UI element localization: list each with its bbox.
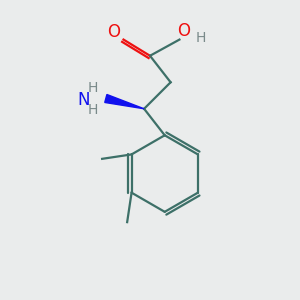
- Text: H: H: [87, 81, 98, 95]
- Text: O: O: [107, 23, 120, 41]
- Text: H: H: [196, 31, 206, 44]
- Text: H: H: [87, 103, 98, 117]
- Text: N: N: [77, 91, 90, 109]
- Polygon shape: [105, 94, 144, 109]
- Text: O: O: [177, 22, 190, 40]
